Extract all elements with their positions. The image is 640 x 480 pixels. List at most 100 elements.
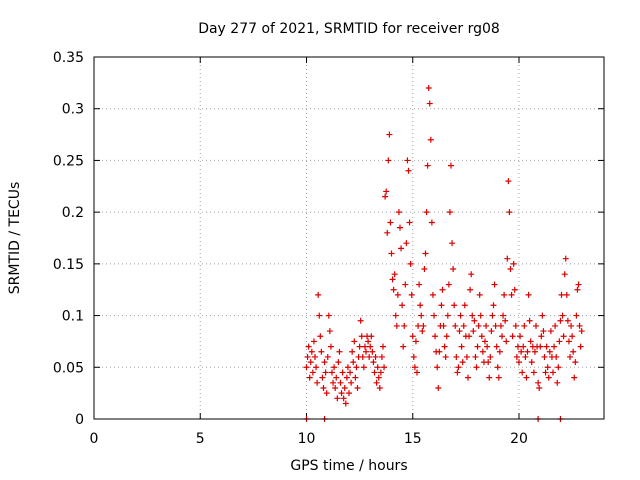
data-point: [378, 353, 385, 360]
data-point: [431, 312, 437, 319]
data-point: [440, 322, 447, 329]
data-point: [451, 302, 458, 309]
data-point: [560, 333, 567, 340]
data-point: [473, 364, 480, 371]
data-point: [578, 328, 585, 335]
axis-ticks: 0 0.05 0.1 0.15 0.2 0.25 0.3 0.35 0 5 10 15 20: [53, 50, 604, 447]
y-tick-label: 0.2: [62, 205, 84, 221]
data-point: [381, 364, 388, 371]
data-point: [476, 291, 483, 298]
data-point: [558, 291, 565, 298]
data-point: [383, 188, 390, 195]
data-point: [434, 364, 441, 371]
data-point: [432, 333, 439, 340]
data-point: [445, 281, 452, 288]
data-point: [406, 219, 413, 226]
data-point: [556, 338, 563, 345]
data-point: [538, 333, 545, 340]
data-point: [494, 364, 501, 371]
data-point: [455, 364, 462, 371]
data-point: [417, 302, 424, 309]
data-point: [356, 343, 363, 350]
data-point: [547, 328, 554, 335]
data-point: [333, 374, 340, 381]
data-point: [493, 343, 500, 350]
data-point: [514, 343, 521, 350]
data-point: [497, 322, 504, 329]
data-point: [483, 322, 490, 329]
data-point: [575, 281, 582, 288]
data-point: [404, 157, 411, 164]
data-point: [390, 286, 397, 293]
data-point: [329, 369, 335, 376]
data-point: [524, 348, 531, 355]
data-point: [385, 157, 392, 164]
data-point: [467, 286, 474, 293]
data-point: [539, 312, 546, 319]
data-point: [423, 209, 430, 216]
y-tick-label: 0.05: [53, 360, 84, 376]
data-point: [317, 333, 324, 340]
data-point: [428, 219, 435, 226]
data-point: [563, 291, 570, 298]
data-point: [463, 353, 470, 360]
data-point: [474, 343, 481, 350]
data-point: [559, 312, 566, 319]
data-point: [553, 353, 560, 360]
data-point: [564, 317, 571, 324]
data-point: [436, 348, 443, 355]
data-point: [365, 338, 372, 345]
data-point: [367, 343, 374, 350]
data-point: [363, 348, 369, 355]
data-point: [419, 328, 426, 335]
data-point: [324, 353, 331, 360]
data-point: [518, 348, 525, 355]
data-point: [402, 281, 409, 288]
data-point: [326, 328, 333, 335]
data-point: [361, 343, 368, 350]
data-point: [372, 353, 379, 360]
data-point: [570, 348, 577, 355]
data-point: [512, 322, 519, 329]
data-point: [348, 379, 355, 386]
data-point: [492, 322, 499, 329]
data-point: [550, 369, 556, 376]
data-point: [540, 328, 547, 335]
data-point: [488, 328, 495, 335]
data-point: [453, 353, 460, 360]
data-point: [484, 343, 491, 350]
data-point: [459, 359, 466, 366]
data-point: [320, 384, 327, 391]
data-point: [466, 333, 473, 340]
data-point: [513, 353, 520, 360]
data-point: [352, 374, 359, 381]
data-point: [482, 338, 488, 345]
data-point: [557, 317, 564, 324]
data-point: [397, 224, 403, 231]
data-point: [456, 328, 463, 335]
data-point: [408, 291, 415, 298]
data-point: [306, 374, 313, 381]
data-point: [410, 353, 417, 360]
data-point: [376, 384, 383, 391]
data-point: [502, 317, 509, 324]
data-point: [425, 85, 432, 92]
data-point: [307, 359, 314, 366]
data-point: [544, 364, 551, 371]
data-point: [427, 136, 434, 143]
data-point: [394, 291, 401, 298]
data-point: [516, 359, 522, 366]
data-point: [322, 369, 329, 376]
data-point: [525, 291, 532, 298]
y-tick-label: 0: [75, 412, 84, 428]
data-point: [373, 379, 380, 386]
data-point: [521, 322, 528, 329]
data-point: [392, 312, 399, 319]
data-point: [388, 250, 395, 257]
data-point: [507, 266, 514, 273]
data-point: [562, 255, 569, 262]
grid-lines: [94, 57, 604, 419]
data-point: [412, 338, 419, 345]
data-point: [472, 353, 479, 360]
